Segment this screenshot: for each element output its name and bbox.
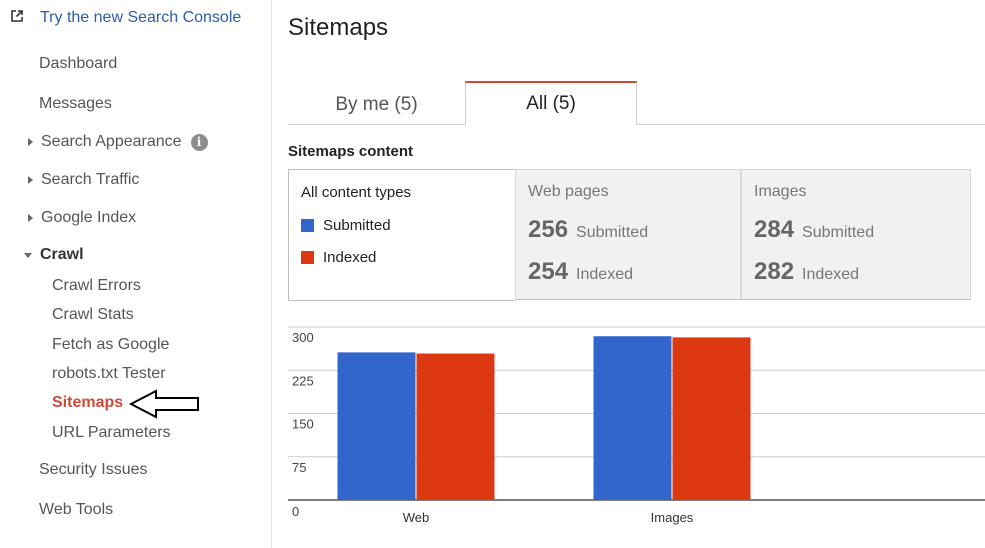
sidebar-item-sitemaps[interactable]: Sitemaps: [52, 394, 124, 411]
web-submitted-label: Submitted: [576, 224, 649, 241]
content-type-selector[interactable]: All content types Submitted Indexed: [288, 169, 515, 301]
sidebar-item-label: Search Appearance: [41, 133, 182, 150]
collapse-arrow-icon: [24, 252, 32, 258]
legend-submitted-label: Submitted: [323, 217, 391, 234]
web-submitted-count: 256: [528, 216, 569, 243]
web-submitted-stat: 256 Submitted: [528, 216, 648, 244]
images-indexed-count: 282: [754, 258, 795, 285]
images-indexed-stat: 282 Indexed: [754, 258, 859, 286]
indexed-swatch: [301, 251, 314, 264]
images-submitted-count: 284: [754, 216, 795, 243]
tab-by-me[interactable]: By me (5): [335, 94, 418, 115]
bar-web-indexed[interactable]: [416, 353, 495, 500]
images-indexed-label: Indexed: [802, 266, 859, 283]
sidebar-item-crawl-stats[interactable]: Crawl Stats: [52, 306, 134, 323]
legend-submitted: Submitted: [301, 217, 391, 234]
web-pages-stat-tab[interactable]: Web pages 256 Submitted 254 Indexed: [515, 169, 741, 300]
sidebar-item-fetch-as-google[interactable]: Fetch as Google: [52, 336, 170, 353]
y-tick-label: 150: [292, 417, 314, 432]
web-pages-label: Web pages: [528, 183, 609, 200]
sidebar-item-crawl[interactable]: Crawl: [24, 246, 84, 264]
sitemaps-bar-chart: 0 75 150 225 300 Web Images: [288, 326, 985, 525]
sidebar-item-label: Crawl: [40, 246, 84, 263]
sidebar-item-search-appearance[interactable]: Search Appearance i: [27, 133, 208, 151]
sidebar-item-label: Search Traffic: [41, 171, 140, 188]
pointer-arrow-icon: [128, 389, 199, 419]
bar-images-submitted[interactable]: [593, 336, 672, 500]
bar-web-submitted[interactable]: [337, 352, 416, 500]
section-heading: Sitemaps content: [288, 143, 414, 160]
images-submitted-stat: 284 Submitted: [754, 216, 874, 244]
sidebar: Try the new Search Console Dashboard Mes…: [0, 0, 272, 548]
sidebar-item-google-index[interactable]: Google Index: [27, 209, 136, 227]
images-label: Images: [754, 183, 807, 200]
sidebar-item-search-traffic[interactable]: Search Traffic: [27, 171, 139, 189]
info-icon[interactable]: i: [190, 133, 208, 151]
tab-all[interactable]: All (5): [465, 81, 637, 125]
web-indexed-count: 254: [528, 258, 569, 285]
legend-indexed: Indexed: [301, 249, 376, 266]
submitted-swatch: [301, 219, 314, 232]
sidebar-item-web-tools[interactable]: Web Tools: [39, 501, 114, 518]
sidebar-item-robots-tester[interactable]: robots.txt Tester: [52, 365, 166, 382]
y-tick-label: 225: [292, 373, 314, 388]
bar-images-indexed[interactable]: [672, 337, 751, 500]
web-indexed-label: Indexed: [576, 266, 633, 283]
y-tick-label: 300: [292, 330, 314, 345]
legend-title: All content types: [301, 184, 412, 201]
y-tick-label: 75: [292, 460, 306, 475]
sidebar-item-messages[interactable]: Messages: [39, 95, 112, 112]
images-stat-tab[interactable]: Images 284 Submitted 282 Indexed: [741, 169, 971, 300]
y-tick-label: 0: [292, 504, 299, 519]
sidebar-item-dashboard[interactable]: Dashboard: [39, 55, 118, 72]
images-submitted-label: Submitted: [802, 224, 875, 241]
sidebar-item-label: Google Index: [41, 209, 137, 226]
x-category-label: Web: [403, 510, 430, 525]
sidebar-item-url-parameters[interactable]: URL Parameters: [52, 424, 171, 441]
expand-arrow-icon: [28, 138, 33, 146]
expand-arrow-icon: [28, 176, 33, 184]
page-title: Sitemaps: [288, 14, 389, 41]
expand-arrow-icon: [28, 214, 33, 222]
legend-indexed-label: Indexed: [323, 249, 377, 266]
try-new-search-console-link[interactable]: Try the new Search Console: [40, 9, 242, 26]
x-category-label: Images: [651, 510, 694, 525]
sidebar-item-security-issues[interactable]: Security Issues: [39, 461, 148, 478]
sidebar-item-crawl-errors[interactable]: Crawl Errors: [52, 277, 141, 294]
web-indexed-stat: 254 Indexed: [528, 258, 633, 286]
external-link-icon: [11, 10, 23, 22]
